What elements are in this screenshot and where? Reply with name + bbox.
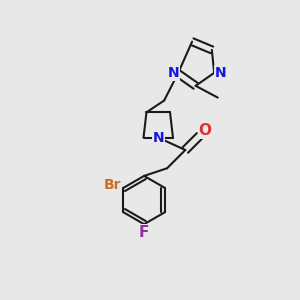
Text: F: F	[139, 225, 149, 240]
Text: Br: Br	[103, 178, 121, 192]
Text: N: N	[168, 66, 180, 80]
Text: N: N	[152, 130, 164, 145]
Text: N: N	[215, 66, 226, 80]
Text: O: O	[198, 123, 211, 138]
